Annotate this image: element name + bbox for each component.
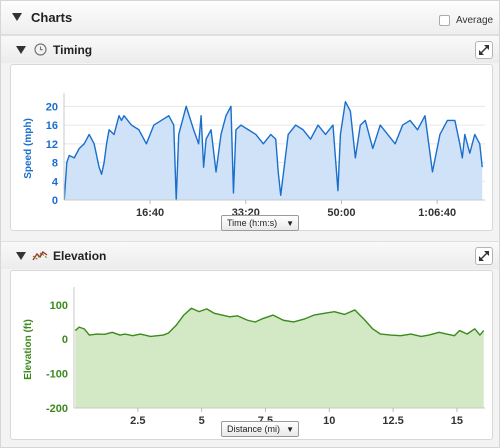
expand-icon bbox=[479, 251, 489, 261]
elevation-title: Elevation bbox=[53, 249, 107, 263]
y-tick-label: 0 bbox=[62, 334, 68, 346]
expand-icon bbox=[479, 45, 489, 55]
chevron-down-icon: ▼ bbox=[286, 219, 294, 228]
y-tick-label: 12 bbox=[46, 139, 58, 151]
series-area bbox=[64, 101, 483, 200]
series-line bbox=[74, 307, 485, 338]
elevation-expand-button[interactable] bbox=[475, 247, 493, 265]
y-tick-label: -100 bbox=[46, 369, 68, 381]
charts-header: Charts Average bbox=[1, 1, 499, 35]
y-tick-label: -200 bbox=[46, 403, 68, 415]
time-axis-select[interactable]: Time (h:m:s) ▼ bbox=[221, 215, 299, 231]
y-tick-label: 8 bbox=[52, 158, 58, 170]
average-checkbox[interactable] bbox=[439, 15, 450, 26]
x-tick-label: 2.5 bbox=[130, 415, 145, 427]
collapse-elevation-icon[interactable] bbox=[16, 252, 26, 260]
y-tick-label: 4 bbox=[52, 176, 59, 188]
y-tick-label: 20 bbox=[46, 101, 58, 113]
y-tick-label: 0 bbox=[52, 195, 58, 207]
timing-section-header: Timing bbox=[1, 35, 499, 63]
time-axis-select-label: Time (h:m:s) bbox=[227, 218, 278, 228]
timing-title: Timing bbox=[53, 43, 93, 57]
timing-chart: 0 4 8 12 16 20 16:40 33:20 50:00 1:06:40 Speed (mp… bbox=[10, 64, 493, 231]
x-tick-label: 15 bbox=[451, 415, 463, 427]
elevation-section-header: Elevation bbox=[1, 241, 499, 269]
distance-axis-select-label: Distance (mi) bbox=[227, 424, 281, 434]
series-line bbox=[63, 100, 483, 201]
y-tick-label: 100 bbox=[50, 300, 68, 312]
y-tick-label: 16 bbox=[46, 120, 58, 132]
charts-title: Charts bbox=[31, 10, 73, 25]
y-axis-label: Speed (mph) bbox=[23, 118, 34, 179]
x-tick-label: 10 bbox=[323, 415, 335, 427]
timing-expand-button[interactable] bbox=[475, 41, 493, 59]
x-tick-label: 16:40 bbox=[136, 207, 164, 219]
elevation-icon bbox=[32, 250, 48, 261]
average-label: Average bbox=[456, 15, 494, 26]
x-tick-label: 1:06:40 bbox=[418, 207, 456, 219]
collapse-timing-icon[interactable] bbox=[16, 46, 26, 54]
x-tick-label: 50:00 bbox=[327, 207, 355, 219]
x-tick-label: 12.5 bbox=[382, 415, 403, 427]
distance-axis-select[interactable]: Distance (mi) ▼ bbox=[221, 421, 299, 437]
x-tick-label: 5 bbox=[199, 415, 205, 427]
chevron-down-icon: ▼ bbox=[286, 425, 294, 434]
series-area bbox=[75, 308, 484, 408]
y-axis-label: Elevation (ft) bbox=[23, 319, 34, 380]
clock-icon bbox=[34, 43, 47, 56]
collapse-charts-icon[interactable] bbox=[12, 13, 22, 21]
